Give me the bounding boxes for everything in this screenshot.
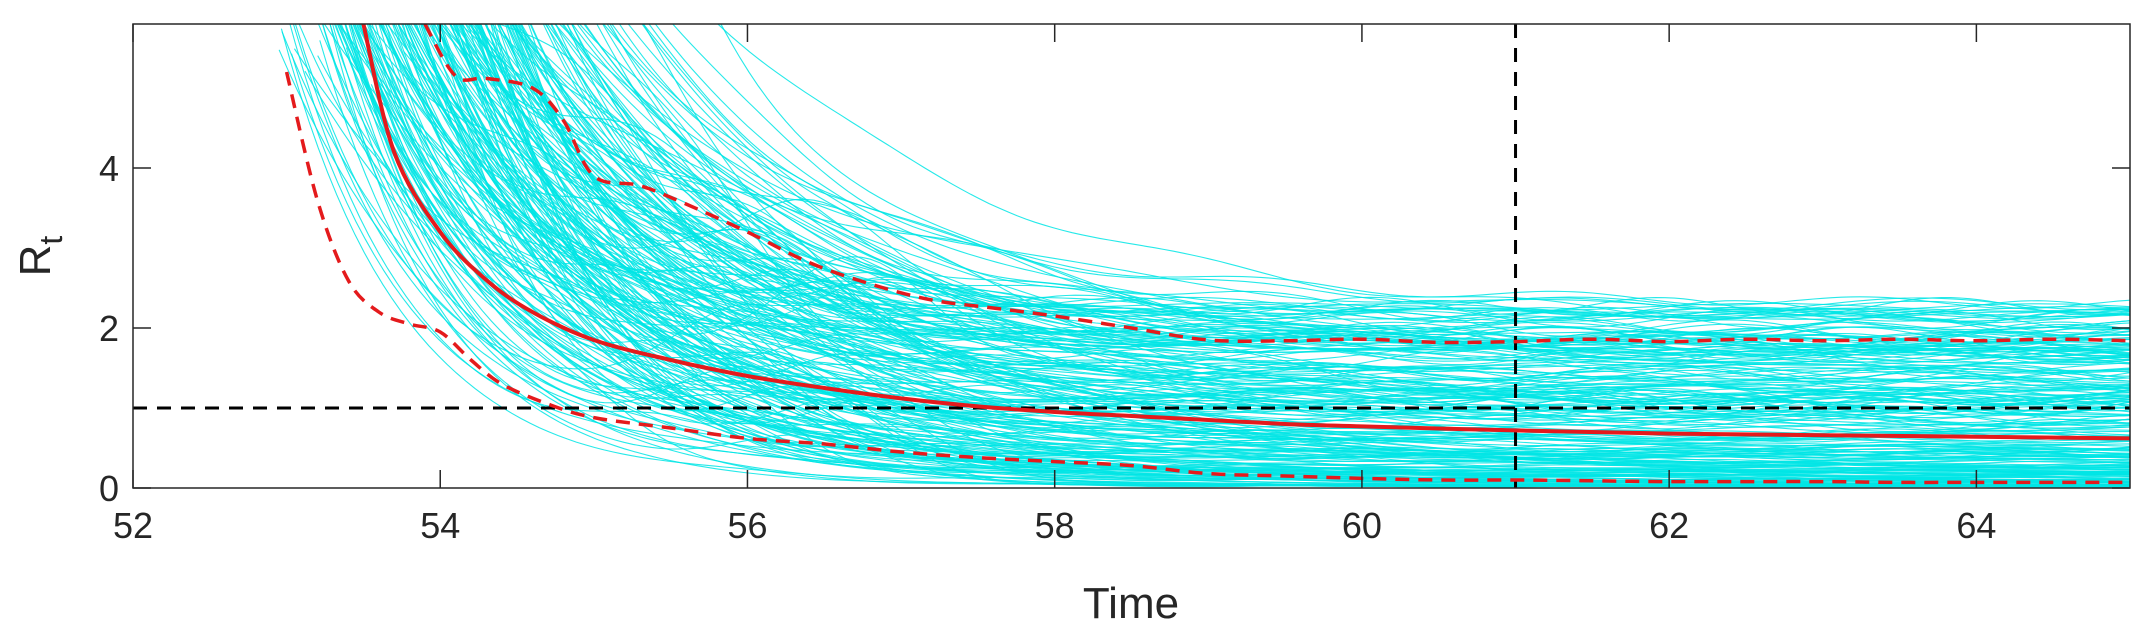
- sample-trajectory: [480, 24, 2130, 311]
- sample-trajectory: [504, 24, 2130, 473]
- x-tick-label: 62: [1649, 505, 1689, 546]
- sample-trajectory: [498, 24, 2130, 380]
- sample-trajectory: [471, 24, 2130, 366]
- sample-trajectory: [368, 24, 2130, 404]
- x-tick-label: 64: [1956, 505, 1996, 546]
- sample-trajectory: [497, 24, 2130, 458]
- x-axis-label: Time: [1083, 579, 1179, 628]
- lower-bound-line: [284, 71, 2130, 485]
- sample-trajectory: [397, 24, 2130, 408]
- sample-trajectory: [465, 24, 2129, 406]
- sample-trajectory: [596, 24, 2129, 415]
- sample-trajectory: [490, 24, 2130, 463]
- sample-trajectory: [437, 24, 2130, 380]
- sample-trajectory: [443, 24, 2130, 318]
- sample-trajectory: [363, 24, 2130, 481]
- sample-trajectory: [566, 24, 2130, 451]
- sample-trajectory: [415, 24, 2130, 372]
- sample-trajectory: [506, 24, 2130, 360]
- sample-trajectory: [422, 24, 2130, 316]
- sample-trajectory: [392, 24, 2130, 406]
- sample-trajectory: [497, 24, 2130, 354]
- y-axis-label-main: R: [11, 245, 60, 277]
- sample-trajectory: [438, 24, 2130, 429]
- sample-trajectory: [460, 24, 2130, 310]
- sample-trajectory: [507, 24, 2130, 374]
- plot-frame: [132, 23, 2131, 489]
- sample-trajectory: [353, 24, 2130, 366]
- y-tick-label: 4: [99, 148, 119, 189]
- reference-lines: [133, 24, 2130, 488]
- upper-bound-line: [423, 24, 2130, 345]
- sample-trajectory: [486, 24, 2130, 464]
- sample-trajectory: [292, 24, 2130, 456]
- axis-ticks: 52 54 56 58 60 62 64 0 2 4: [99, 24, 2130, 546]
- sample-trajectory: [514, 24, 2130, 386]
- y-axis-label: Rt: [11, 236, 69, 277]
- y-axis-label-subscript: t: [33, 236, 69, 245]
- sample-trajectory: [359, 24, 2130, 426]
- sample-trajectory: [627, 24, 2130, 426]
- x-tick-label: 52: [113, 505, 153, 546]
- sample-trajectory: [440, 24, 2130, 426]
- sample-trajectory: [484, 24, 2130, 446]
- x-tick-label: 56: [727, 505, 767, 546]
- y-tick-label: 0: [99, 468, 119, 509]
- sample-trajectory: [350, 24, 2130, 370]
- sample-trajectory: [654, 24, 2130, 345]
- sample-trajectory: [393, 24, 2130, 461]
- sample-trajectory: [338, 24, 2130, 415]
- sample-trajectory: [558, 24, 2130, 317]
- sample-trajectory: [402, 24, 2130, 487]
- sample-trajectory: [618, 24, 2130, 329]
- sample-trajectories: [278, 24, 2130, 488]
- sample-trajectory: [414, 24, 2130, 404]
- quantile-lines: [284, 24, 2130, 485]
- sample-trajectory: [439, 24, 2130, 450]
- median-line: [361, 24, 2130, 441]
- sample-trajectory: [602, 24, 2130, 313]
- sample-trajectory: [433, 24, 2130, 413]
- sample-trajectory: [672, 24, 2130, 349]
- x-tick-label: 58: [1035, 505, 1075, 546]
- x-tick-label: 54: [420, 505, 460, 546]
- sample-trajectory: [518, 24, 2130, 427]
- sample-trajectory: [497, 24, 2130, 472]
- sample-trajectory: [475, 24, 2130, 341]
- y-tick-label: 2: [99, 308, 119, 349]
- sample-trajectory: [583, 24, 2130, 363]
- sample-trajectory: [329, 24, 2130, 419]
- sample-trajectory: [338, 24, 2130, 372]
- sample-trajectory: [520, 24, 2130, 324]
- sample-trajectory: [515, 24, 2130, 373]
- sample-trajectory: [513, 24, 2130, 320]
- sample-trajectory: [433, 24, 2130, 390]
- sample-trajectory: [498, 24, 2130, 467]
- sample-trajectory: [550, 24, 2130, 364]
- sample-trajectory: [332, 24, 2130, 455]
- sample-trajectory: [406, 24, 2130, 340]
- sample-trajectory: [456, 24, 2130, 460]
- x-tick-label: 60: [1342, 505, 1382, 546]
- sample-trajectory: [345, 24, 2130, 443]
- sample-trajectory: [392, 24, 2130, 452]
- sample-trajectory: [386, 24, 2130, 334]
- sample-trajectory: [514, 24, 2130, 413]
- sample-trajectory: [468, 24, 2130, 475]
- sample-trajectory: [366, 24, 2129, 488]
- sample-trajectory: [494, 24, 2130, 478]
- sample-trajectory: [361, 24, 2130, 488]
- sample-trajectory: [453, 24, 2130, 402]
